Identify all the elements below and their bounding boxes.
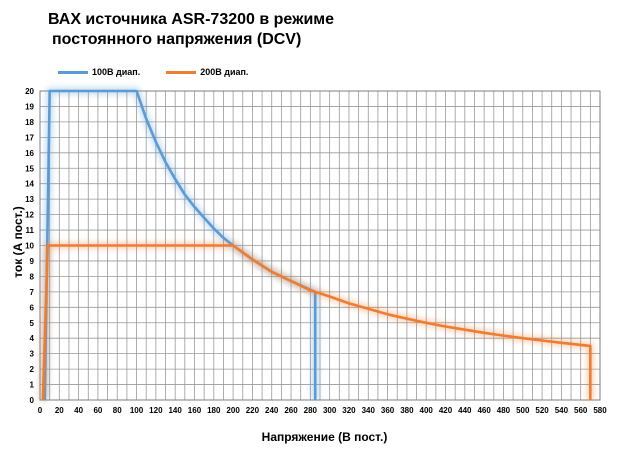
x-axis-label: Напряжение (В пост.) [261,430,388,444]
y-tick-label: 8 [30,272,35,281]
legend-swatch-series-1 [58,70,88,74]
x-tick-label: 260 [284,406,298,415]
x-tick-label: 540 [555,406,569,415]
y-tick-label: 13 [25,195,34,204]
x-tick-label: 560 [574,406,588,415]
x-tick-label: 340 [362,406,376,415]
y-tick-label: 16 [25,149,34,158]
y-tick-label: 14 [25,180,34,189]
y-tick-label: 12 [25,211,34,220]
y-tick-label: 3 [30,350,35,359]
x-tick-label: 520 [535,406,549,415]
legend-label-series-1: 100В диап. [92,67,141,77]
y-tick-label: 4 [30,334,35,343]
x-tick-label: 440 [458,406,472,415]
x-tick-label: 580 [593,406,607,415]
y-tick-label: 17 [25,133,34,142]
legend-swatch-series-2 [166,70,197,74]
y-tick-label: 6 [30,303,35,312]
x-tick-label: 60 [93,406,102,415]
y-tick-label: 5 [30,319,35,328]
x-tick-label: 500 [516,406,530,415]
legend-item-series-1: 100В диап. [58,67,140,77]
x-tick-labels: 0 20 40 60 80 100 120 140 160 180 200 220 240 260 280 3… [38,406,607,415]
y-axis-label: ток (А пост.) [11,206,25,278]
x-tick-label: 80 [113,406,122,415]
x-tick-label: 220 [246,406,260,415]
x-tick-label: 180 [207,406,221,415]
legend-item-series-2: 200В диап. [166,67,248,77]
x-tick-label: 400 [420,406,434,415]
x-tick-label: 200 [226,406,240,415]
series-line-2 [41,244,592,401]
x-tick-label: 140 [168,406,182,415]
y-tick-label: 7 [30,288,35,297]
series-lines [39,87,594,401]
y-tick-label: 11 [26,226,35,235]
x-tick-label: 420 [439,406,453,415]
chart-title-line-2: постоянного напряжения (DCV) [52,31,302,48]
x-tick-label: 20 [55,406,64,415]
chart-title: ВАХ источника ASR-73200 в режиме постоян… [48,10,334,50]
y-tick-label: 18 [25,118,34,127]
y-tick-label: 0 [30,396,35,405]
x-tick-label: 380 [400,406,414,415]
x-tick-label: 100 [130,406,144,415]
legend-label-series-2: 200В диап. [200,67,249,77]
x-tick-label: 360 [381,406,395,415]
y-tick-label: 9 [30,257,35,266]
x-tick-label: 460 [477,406,491,415]
y-tick-label: 20 [25,87,34,96]
y-tick-label: 19 [25,102,34,111]
plot-border [39,90,601,401]
axes [39,90,601,401]
x-tick-label: 0 [38,406,43,415]
x-tick-label: 300 [323,406,337,415]
chart-title-line-1: ВАХ источника ASR-73200 в режиме [48,11,335,28]
y-tick-label: 15 [25,164,34,173]
x-tick-label: 160 [188,406,202,415]
x-tick-label: 280 [304,406,318,415]
x-tick-label: 40 [74,406,83,415]
y-tick-label: 1 [30,381,35,390]
x-tick-label: 120 [149,406,163,415]
legend: 100В диап. 200В диап. [58,67,274,77]
y-tick-label: 2 [30,365,35,374]
x-tick-label: 240 [265,406,279,415]
x-tick-label: 320 [342,406,356,415]
x-tick-label: 480 [497,406,511,415]
y-tick-label: 10 [25,242,34,251]
